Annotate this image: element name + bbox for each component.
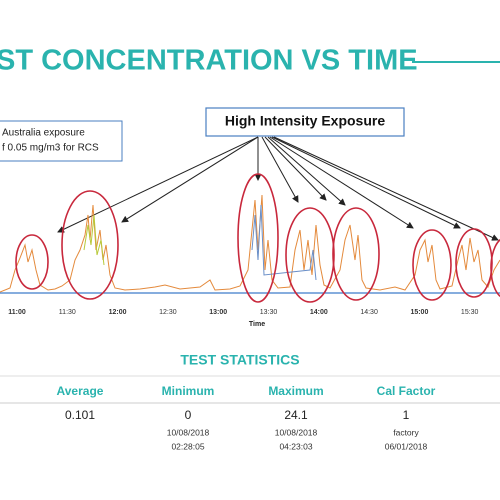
x-tick-label: 11:00 — [8, 309, 26, 316]
trace-overlay — [83, 214, 105, 266]
stats-title: TEST STATISTICS — [180, 352, 299, 368]
x-tick-label: 12:00 — [109, 309, 127, 316]
x-tick-label: 14:00 — [310, 309, 328, 316]
page-title: ST CONCENTRATION VS TIME — [0, 45, 418, 77]
x-tick-label: 14:30 — [360, 309, 378, 316]
x-tick-label: 15:00 — [410, 309, 428, 316]
stat-detail: 02:28:05 — [171, 441, 204, 451]
trace-overlay — [251, 204, 317, 281]
column-header: Average — [57, 384, 104, 398]
stat-value: 0.101 — [65, 408, 95, 422]
annotation-box — [0, 120, 123, 162]
stat-value: 1 — [403, 408, 410, 422]
stat-detail: 10/08/2018 — [167, 427, 210, 437]
x-tick-label: 15:30 — [461, 309, 479, 316]
annotation-line: Australia exposure — [2, 128, 85, 139]
column-header: Maximum — [268, 384, 323, 398]
column-header: Cal Factor — [377, 384, 436, 398]
x-tick-label: 11:30 — [59, 309, 76, 316]
x-tick-label: 13:30 — [260, 309, 278, 316]
stat-detail: 10/08/2018 — [275, 427, 318, 437]
callout: High Intensity Exposure — [225, 113, 385, 129]
x-axis: 11:00 11:30 12:00 12:30 13:00 13:30 14:00 14:30… — [8, 309, 478, 316]
column-header: Minimum — [162, 384, 215, 398]
stats-table: Average 0.101 Minimum 0 10/08/2018 02:28:05 Ma… — [57, 384, 436, 451]
annotation-line: f 0.05 mg/m3 for RCS — [2, 143, 99, 154]
stat-detail: 04:23:03 — [279, 441, 312, 451]
x-tick-label: 13:00 — [209, 309, 227, 316]
stat-detail: factory — [393, 427, 419, 437]
stat-detail: 06/01/2018 — [385, 441, 428, 451]
callout-arrows — [57, 136, 499, 241]
x-tick-label: 12:30 — [159, 309, 177, 316]
stat-value: 0 — [185, 408, 192, 422]
highlight-ellipses — [15, 173, 500, 303]
x-axis-label: Time — [249, 321, 265, 328]
stat-value: 24.1 — [284, 408, 308, 422]
callout-box — [205, 107, 405, 137]
concentration-trace — [0, 194, 500, 293]
